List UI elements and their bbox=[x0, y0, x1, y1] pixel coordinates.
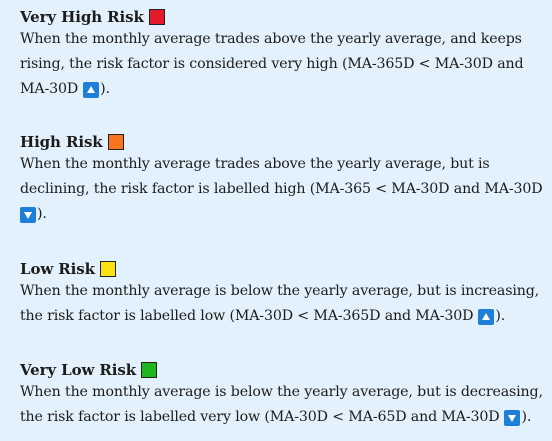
red-swatch-icon bbox=[148, 9, 165, 25]
heading-high-risk: High Risk bbox=[20, 132, 545, 152]
arrow-up-icon bbox=[83, 81, 100, 98]
arrow-down-icon bbox=[20, 206, 36, 223]
low-risk-line-2-post: ). bbox=[495, 308, 506, 324]
yellow-swatch-icon bbox=[99, 261, 116, 277]
very-low-risk-line-2-post: ). bbox=[521, 409, 532, 425]
heading-very-low-risk: Very Low Risk bbox=[20, 360, 545, 380]
section-low-risk: Low Risk When the monthly average is bel… bbox=[20, 259, 545, 329]
low-risk-line-2-pre: the risk factor is labelled low (MA-30D … bbox=[20, 308, 474, 324]
low-risk-line-1: When the monthly average is below the ye… bbox=[20, 283, 540, 299]
high-risk-line-2: declining, the risk factor is labelled h… bbox=[20, 181, 543, 197]
heading-very-high-risk: Very High Risk bbox=[20, 7, 545, 27]
very-high-risk-line-3-pre: MA-30D bbox=[20, 81, 79, 97]
section-very-low-risk: Very Low Risk When the monthly average i… bbox=[20, 360, 545, 430]
very-high-risk-line-3-post: ). bbox=[100, 81, 110, 97]
high-risk-line-1: When the monthly average trades above th… bbox=[20, 156, 490, 172]
very-high-risk-line-1: When the monthly average trades above th… bbox=[20, 31, 522, 47]
very-low-risk-line-2-pre: the risk factor is labelled very low (MA… bbox=[20, 409, 500, 425]
high-risk-line-3: ). bbox=[20, 202, 545, 227]
very-low-risk-line-2: the risk factor is labelled very low (MA… bbox=[20, 405, 545, 430]
very-low-risk-title: Very Low Risk bbox=[20, 361, 137, 379]
arrow-up-icon bbox=[478, 308, 495, 325]
heading-low-risk: Low Risk bbox=[20, 259, 545, 279]
arrow-down-icon bbox=[504, 409, 521, 426]
low-risk-line-2: the risk factor is labelled low (MA-30D … bbox=[20, 304, 545, 329]
section-very-high-risk: Very High Risk When the monthly average … bbox=[20, 7, 545, 102]
green-swatch-icon bbox=[141, 362, 158, 378]
very-high-risk-title: Very High Risk bbox=[20, 8, 144, 26]
high-risk-title: High Risk bbox=[20, 133, 103, 151]
orange-swatch-icon bbox=[107, 134, 124, 150]
low-risk-title: Low Risk bbox=[20, 260, 95, 278]
very-high-risk-line-2: rising, the risk factor is considered ve… bbox=[20, 56, 524, 72]
very-low-risk-line-1: When the monthly average is below the ye… bbox=[20, 384, 543, 400]
section-high-risk: High Risk When the monthly average trade… bbox=[20, 132, 545, 227]
very-high-risk-line-3: MA-30D ). bbox=[20, 77, 545, 102]
high-risk-line-3-post: ). bbox=[37, 206, 47, 222]
